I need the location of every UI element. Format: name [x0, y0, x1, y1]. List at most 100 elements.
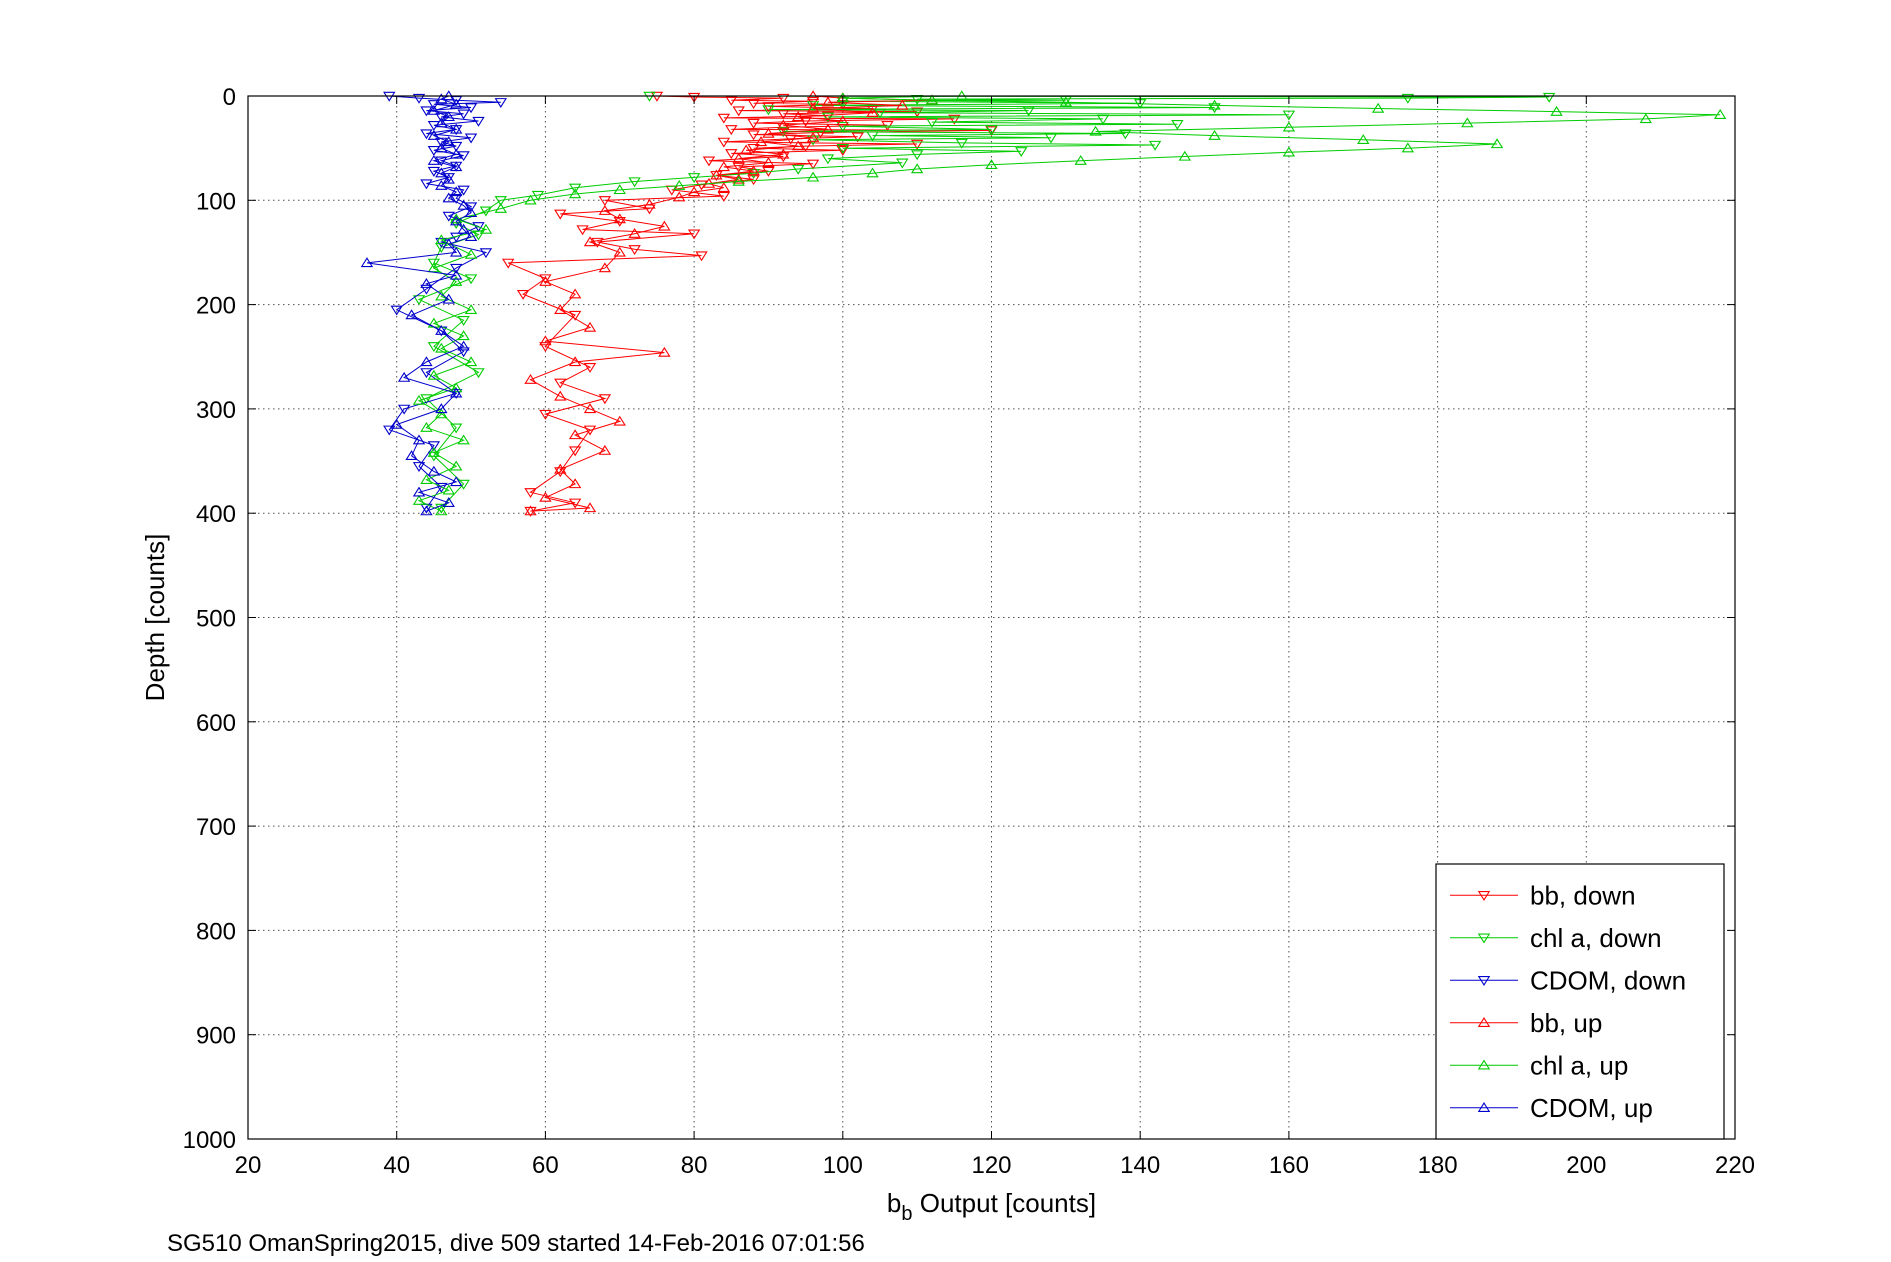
data-point — [524, 506, 537, 517]
data-point — [658, 346, 671, 357]
data-point — [1059, 96, 1073, 107]
data-point — [449, 460, 463, 471]
data-point — [494, 202, 507, 213]
data-point — [449, 387, 463, 398]
data-point — [405, 450, 418, 461]
legend-label: CDOM, up — [1530, 1093, 1653, 1123]
series-chl-a-down — [412, 91, 1556, 514]
data-point — [1178, 150, 1192, 161]
legend-item-cdom-up: CDOM, up — [1450, 1093, 1653, 1123]
data-point — [1401, 142, 1415, 153]
data-point — [568, 288, 582, 299]
data-point — [427, 166, 441, 177]
data-point — [464, 356, 478, 367]
data-point — [747, 143, 760, 154]
data-point — [836, 115, 849, 126]
data-point — [390, 305, 403, 316]
data-point — [777, 93, 790, 104]
data-point — [1282, 110, 1296, 121]
data-point — [442, 111, 455, 122]
data-point — [806, 102, 820, 113]
data-point — [568, 478, 582, 489]
data-point — [568, 446, 582, 457]
data-point — [1208, 129, 1221, 140]
data-point — [1639, 113, 1652, 124]
data-point — [896, 99, 909, 110]
x-tick-label: 160 — [1269, 1152, 1309, 1179]
data-point — [427, 100, 441, 111]
data-point — [435, 324, 448, 335]
data-point — [873, 108, 887, 119]
data-point — [457, 330, 470, 341]
data-point — [435, 234, 448, 245]
data-point — [866, 106, 879, 117]
data-point — [591, 237, 604, 248]
data-point — [554, 463, 567, 474]
data-point — [598, 262, 612, 273]
data-point — [821, 123, 835, 134]
data-point — [531, 190, 545, 201]
x-tick-label: 180 — [1418, 1152, 1458, 1179]
data-point — [420, 505, 433, 516]
data-point — [494, 98, 507, 108]
data-point — [449, 194, 463, 204]
data-point — [687, 229, 701, 240]
data-point — [754, 136, 768, 147]
legend-swatch-marker — [1477, 1102, 1491, 1112]
y-tick-label: 900 — [196, 1023, 236, 1050]
y-tick-label: 0 — [223, 84, 236, 111]
series-line-cdom-down — [388, 95, 501, 509]
data-point — [502, 258, 515, 269]
data-point — [420, 421, 433, 432]
data-point — [598, 394, 612, 405]
data-point — [449, 263, 463, 274]
data-point — [1461, 117, 1474, 128]
data-point — [583, 425, 597, 436]
data-point — [791, 164, 805, 175]
data-point — [472, 116, 485, 127]
data-point — [427, 262, 441, 273]
data-point — [910, 163, 924, 174]
data-point — [449, 215, 463, 226]
x-tick-labels: 20 40 60 80 100 120 140 160 180 200 220 — [235, 1152, 1755, 1179]
data-point — [583, 236, 597, 247]
data-point — [598, 196, 612, 207]
figure-caption: SG510 OmanSpring2015, dive 509 started 1… — [167, 1230, 865, 1257]
data-point — [435, 342, 448, 353]
legend-item-bb-up: bb, up — [1450, 1008, 1602, 1038]
x-tick-label: 200 — [1566, 1152, 1606, 1179]
data-point — [762, 157, 775, 167]
legend-swatch-marker — [1477, 891, 1491, 901]
data-point — [673, 191, 686, 202]
data-point — [420, 278, 433, 288]
data-point — [442, 293, 455, 304]
series-bb-down — [502, 91, 998, 517]
data-point — [449, 98, 463, 109]
data-point — [457, 434, 470, 445]
data-point — [568, 183, 582, 194]
y-axis-label: Depth [counts] — [140, 534, 170, 702]
data-point — [568, 188, 582, 199]
data-point — [791, 111, 805, 122]
data-point — [449, 148, 463, 159]
x-tick-label: 40 — [383, 1152, 410, 1179]
data-point — [777, 152, 790, 163]
data-point — [457, 109, 470, 120]
legend-item-chl-a-down: chl a, down — [1450, 923, 1662, 953]
legend-swatch-marker — [1477, 933, 1491, 944]
data-point — [598, 205, 612, 215]
data-point — [762, 102, 775, 113]
data-point — [762, 127, 775, 138]
data-point — [568, 498, 582, 509]
data-point — [583, 403, 597, 414]
data-point — [420, 356, 433, 367]
data-point — [710, 169, 723, 180]
data-point — [420, 179, 433, 190]
data-point — [732, 106, 745, 117]
data-point — [732, 175, 745, 186]
data-point — [836, 146, 849, 156]
data-point — [806, 135, 820, 146]
data-point — [925, 94, 939, 105]
data-point — [985, 126, 998, 137]
data-point — [747, 168, 760, 179]
